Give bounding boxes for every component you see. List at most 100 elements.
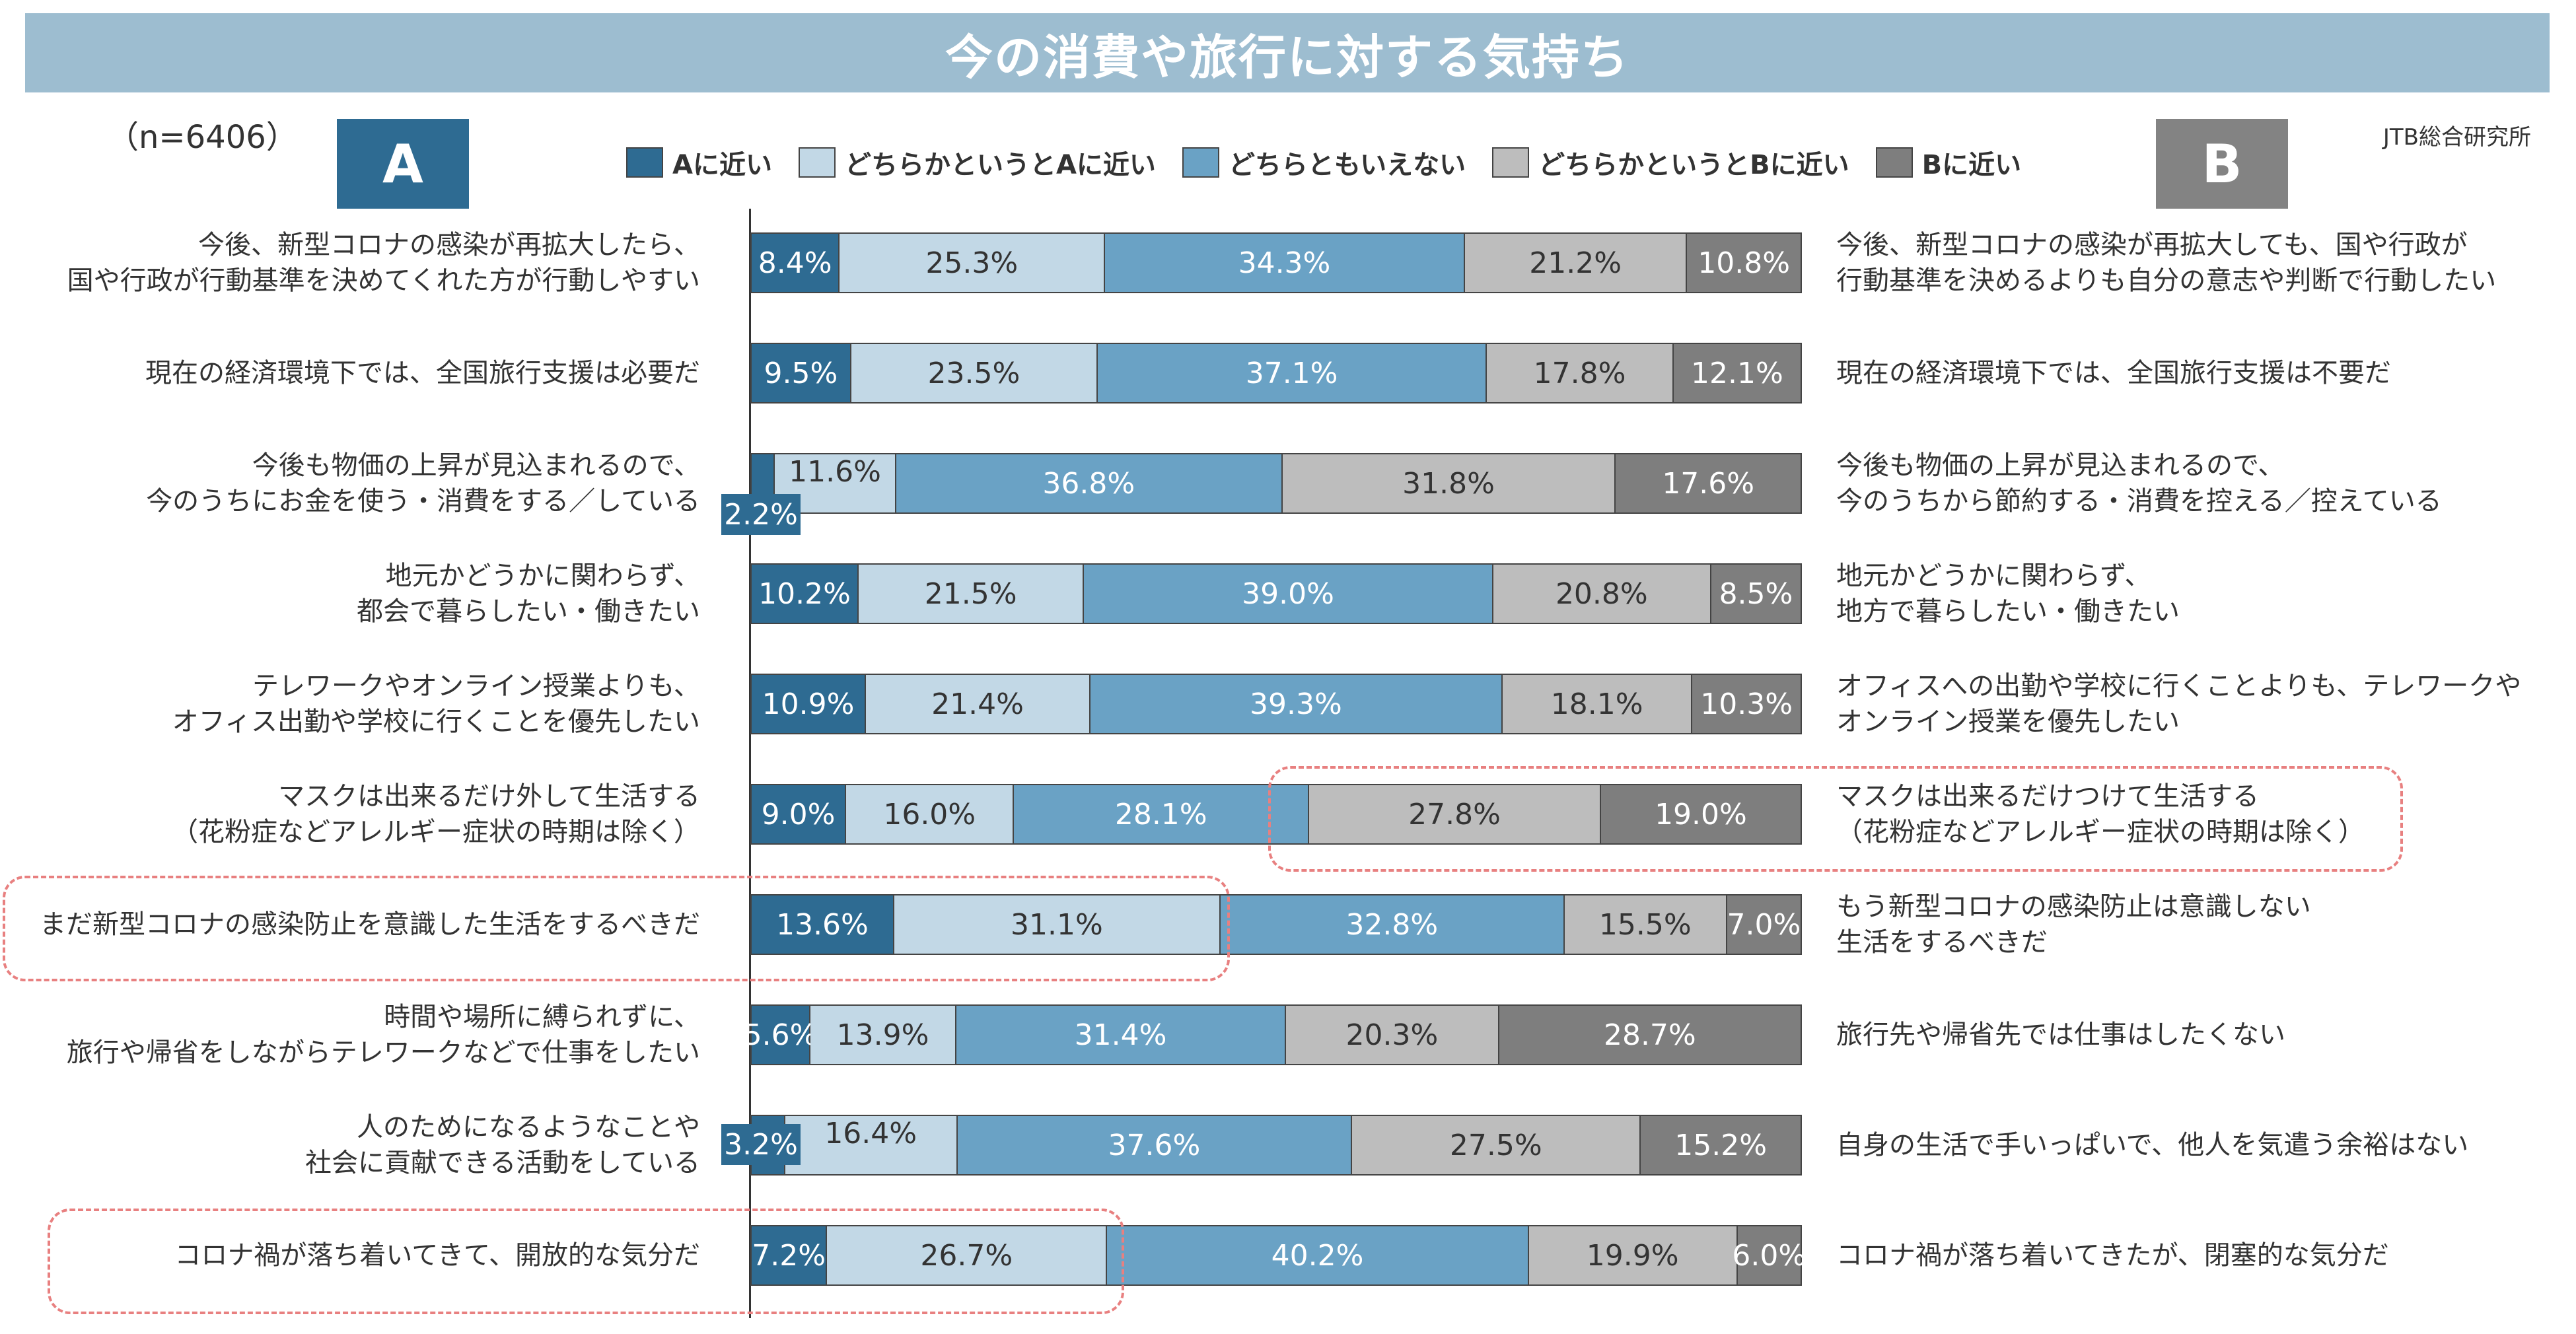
row-label-b: マスクは出来るだけつけて生活する （花粉症などアレルギー症状の時期は除く） (1836, 779, 2550, 850)
bar-segment-lean-a: 21.5% (858, 565, 1085, 623)
data-label: 8.5% (1719, 577, 1793, 611)
data-label: 26.7% (920, 1238, 1013, 1273)
data-label: 27.8% (1408, 797, 1501, 831)
data-label: 8.4% (758, 246, 832, 280)
bar-segment-lean-b: 21.2% (1464, 234, 1688, 292)
bar-segment-neither: 39.0% (1084, 565, 1493, 623)
bar-segment-b-near: 12.1% (1673, 344, 1801, 402)
stacked-bar: 8.4% 25.3% 34.3% 21.2% 10.8% (750, 232, 1802, 293)
row-label-a: まだ新型コロナの感染防止を意識した生活をするべきだ (26, 907, 700, 942)
bar-segment-neither: 36.8% (896, 454, 1283, 512)
data-label: 19.9% (1586, 1238, 1679, 1273)
row-label-a: 地元かどうかに関わらず、 都会で暮らしたい・働きたい (26, 558, 700, 629)
data-label: 18.1% (1550, 687, 1643, 721)
bar-segment-lean-b: 27.5% (1352, 1116, 1641, 1174)
bar-segment-b-near: 8.5% (1711, 565, 1801, 623)
row-label-b-line: オフィスへの出勤や学校に行くことよりも、テレワークや (1836, 671, 2522, 701)
stacked-bar: 10.9% 21.4% 39.3% 18.1% 10.3% (750, 674, 1802, 734)
row-label-b-line: 地方で暮らしたい・働きたい (1836, 596, 2180, 627)
row-label-b-line: （花粉症などアレルギー症状の時期は除く） (1836, 817, 2365, 847)
row-label-b: 今後、新型コロナの感染が再拡大しても、国や行政が 行動基準を決めるよりも自分の意志… (1836, 227, 2550, 298)
row-label-a: テレワークやオンライン授業よりも、 オフィス出勤や学校に行くことを優先したい (26, 668, 700, 740)
row-label-b: オフィスへの出勤や学校に行くことよりも、テレワークや オンライン授業を優先したい (1836, 668, 2550, 740)
row-label-b-line: 今後、新型コロナの感染が再拡大しても、国や行政が (1836, 230, 2468, 260)
row-label-b: 旅行先や帰省先では仕事はしたくない (1836, 1017, 2550, 1053)
chart-title: 今の消費や旅行に対する気持ち (25, 13, 2550, 92)
bar-segment-b-near: 19.0% (1600, 785, 1801, 843)
legend-item: どちらかというとAに近い (798, 143, 1156, 182)
row-label-a: 時間や場所に縛られずに、旅行や帰省をしながらテレワークなどで仕事をしたい (26, 999, 700, 1071)
row-label-b: 地元かどうかに関わらず、 地方で暮らしたい・働きたい (1836, 558, 2550, 629)
bar-segment-a-near: 9.5% (752, 344, 851, 402)
legend-swatch (798, 147, 836, 178)
data-label: 25.3% (925, 246, 1019, 280)
bar-segment-a-near: 9.0% (752, 785, 847, 843)
data-label: 15.2% (1674, 1128, 1768, 1162)
data-label: 17.8% (1533, 356, 1626, 390)
data-label: 23.5% (927, 356, 1020, 390)
bar-segment-b-near: 17.6% (1616, 454, 1801, 512)
row-label-b-line: もう新型コロナの感染防止は意識しない (1836, 892, 2311, 922)
data-label: 16.0% (883, 797, 976, 831)
bar-segment-lean-b: 20.8% (1493, 565, 1711, 623)
bar-segment-a-near: 5.6% (744, 1006, 817, 1064)
data-label: 20.8% (1555, 577, 1648, 611)
row-label-b-line: 現在の経済環境下では、全国旅行支援は不要だ (1836, 358, 2391, 388)
row-label-b-line: オンライン授業を優先したい (1836, 707, 2180, 737)
data-label: 9.5% (764, 356, 838, 390)
row-label-a-line: 地元かどうかに関わらず、 (385, 561, 700, 591)
bar-segment-lean-b: 27.8% (1309, 785, 1601, 843)
row-label-b-line: マスクは出来るだけつけて生活する (1836, 781, 2259, 812)
row-label-a-line: マスクは出来るだけ外して生活する (278, 781, 700, 812)
stacked-bar: 10.2% 21.5% 39.0% 20.8% 8.5% (750, 563, 1802, 624)
data-label: 39.0% (1242, 577, 1334, 611)
bar-segment-neither: 34.3% (1105, 234, 1465, 292)
bar-segment-neither: 32.8% (1220, 895, 1565, 954)
data-label: 6.0% (1732, 1238, 1807, 1273)
row-label-a-line: コロナ禍が落ち着いてきて、開放的な気分だ (174, 1240, 700, 1271)
data-label: 10.2% (758, 577, 851, 611)
row-label-b: コロナ禍が落ち着いてきたが、閉塞的な気分だ (1836, 1238, 2550, 1273)
row-label-a-line: 旅行や帰省をしながらテレワークなどで仕事をしたい (66, 1037, 700, 1068)
data-label: 11.6% (789, 454, 881, 489)
row-label-b-line: 旅行先や帰省先では仕事はしたくない (1836, 1020, 2285, 1050)
source-credit: JTB総合研究所 (2382, 124, 2531, 151)
row-label-a-line: 今後、新型コロナの感染が再拡大したら、 (198, 230, 700, 260)
data-label-callout: 2.2% (721, 494, 801, 535)
bar-segment-b-near: 7.0% (1727, 895, 1801, 954)
bar-segment-a-near: 10.2% (752, 565, 859, 623)
row-label-b: もう新型コロナの感染防止は意識しない 生活をするべきだ (1836, 889, 2550, 960)
data-label: 37.1% (1245, 356, 1338, 390)
legend-swatch (1182, 147, 1219, 178)
data-label: 19.0% (1655, 797, 1747, 831)
row-label-a-line: 時間や場所に縛られずに、 (384, 1002, 700, 1032)
bar-segment-lean-a: 16.0% (846, 785, 1015, 843)
row-label-a-line: 社会に貢献できる活動をしている (305, 1148, 700, 1178)
bar-segment-b-near: 6.0% (1732, 1226, 1806, 1284)
row-label-b-line: 地元かどうかに関わらず、 (1836, 561, 2151, 591)
data-label: 37.6% (1108, 1128, 1201, 1162)
legend: Aに近い どちらかというとAに近い どちらともいえない どちらかというとBに近い… (626, 144, 2021, 181)
bar-segment-a-near: 8.4% (752, 234, 840, 292)
data-label: 28.7% (1603, 1018, 1696, 1052)
row-label-a-line: 今のうちにお金を使う・消費をする／している (146, 486, 700, 516)
row-label-b: 自身の生活で手いっぱいで、他人を気遣う余裕はない (1836, 1127, 2550, 1163)
legend-item: Bに近い (1875, 143, 2021, 182)
bar-segment-lean-a: 13.9% (810, 1006, 956, 1064)
legend-label: どちらともいえない (1228, 150, 1466, 180)
data-label: 7.0% (1727, 907, 1801, 942)
row-label-a: 現在の経済環境下では、全国旅行支援は必要だ (26, 355, 700, 391)
bar-segment-lean-a: 26.7% (827, 1226, 1108, 1284)
row-label-b-line: 自身の生活で手いっぱいで、他人を気遣う余裕はない (1836, 1130, 2469, 1160)
highlight-outline (1268, 766, 2403, 872)
legend-label: Aに近い (672, 150, 772, 180)
data-label: 21.5% (924, 577, 1017, 611)
data-label: 7.2% (752, 1238, 826, 1273)
row-label-a: 今後、新型コロナの感染が再拡大したら、 国や行政が行動基準を決めてくれた方が行動し… (26, 227, 700, 298)
data-label: 13.6% (776, 907, 869, 942)
legend-item: どちらともいえない (1182, 143, 1466, 182)
legend-item: Aに近い (626, 143, 772, 182)
bar-segment-neither: 39.3% (1090, 675, 1503, 733)
data-label: 36.8% (1042, 466, 1135, 501)
